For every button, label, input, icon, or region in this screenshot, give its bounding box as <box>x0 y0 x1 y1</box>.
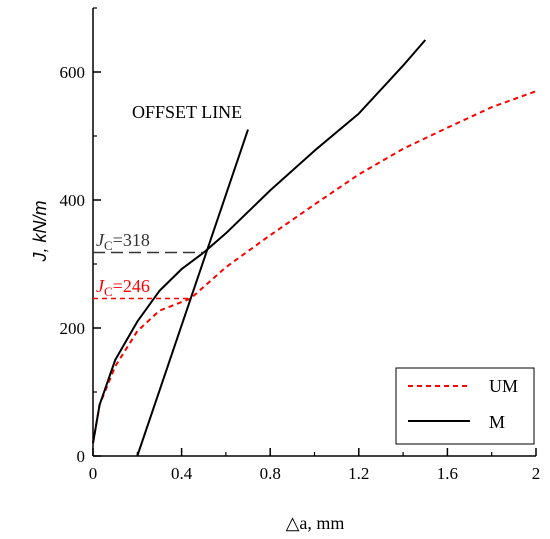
jc-246-label: JC=246 <box>96 276 150 299</box>
offset-line-label: OFFSET LINE <box>132 102 242 122</box>
x-tick-label: 0.8 <box>260 464 281 483</box>
x-tick-label: 2 <box>532 464 541 483</box>
y-tick-label: 600 <box>60 63 86 82</box>
y-tick-label: 400 <box>60 191 86 210</box>
legend-box <box>395 367 535 445</box>
y-axis-title: J, kN/m <box>30 200 50 262</box>
jc-318-label-var: J <box>96 230 105 250</box>
series-line-um <box>92 90 537 444</box>
legend-label-um: UM <box>489 376 518 396</box>
x-axis-title: △a, mm <box>286 513 345 533</box>
x-tick-label: 0 <box>89 464 98 483</box>
x-tick-label: 1.2 <box>348 464 369 483</box>
x-tick-label: 1.6 <box>437 464 458 483</box>
legend-label-m: M <box>489 412 505 432</box>
jc-246-label-var: J <box>96 276 105 296</box>
jc-246-label-value: =246 <box>113 276 150 296</box>
series-line-offset-line <box>136 129 249 457</box>
y-tick-label: 200 <box>60 319 86 338</box>
jc-318-label-value: =318 <box>113 230 150 250</box>
jc-318-label: JC=318 <box>96 230 150 253</box>
y-tick-label: 0 <box>77 447 86 466</box>
x-tick-label: 0.4 <box>171 464 193 483</box>
jc-318-label-sub: C <box>104 238 113 253</box>
y-axis-title-var: J, kN/m <box>30 200 50 262</box>
ticks: 0 0.4 0.8 1.2 1.6 2 0 200 400 600 <box>60 7 541 483</box>
series-line-m <box>92 39 427 444</box>
series-layer <box>92 39 537 457</box>
jc-246-label-sub: C <box>104 284 113 299</box>
legend: UM M <box>395 367 535 445</box>
